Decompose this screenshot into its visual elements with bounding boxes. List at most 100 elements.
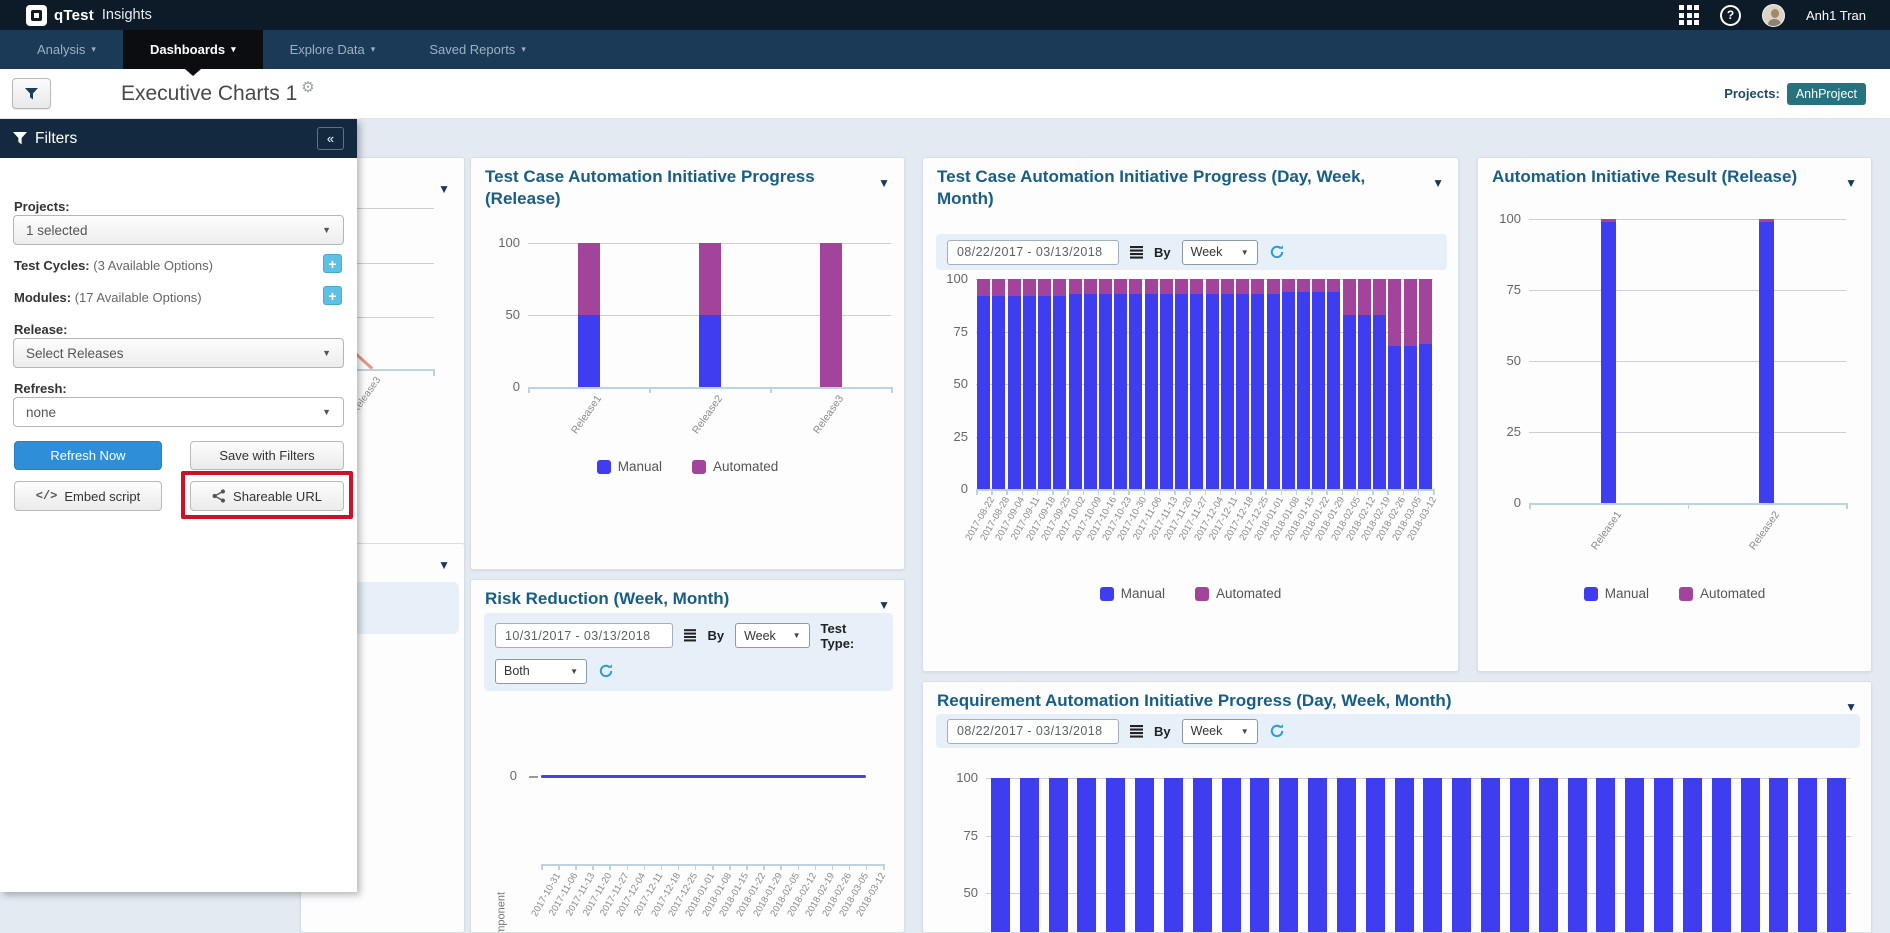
qtest-logo-icon[interactable] — [26, 4, 47, 26]
bar-segment — [1312, 279, 1326, 292]
gridline — [976, 279, 1433, 280]
bar-chart: 100 75 50 — [923, 682, 1871, 932]
panel-menu-icon[interactable]: ▼ — [878, 176, 890, 190]
x-axis-tick — [1402, 489, 1405, 495]
chart-toolbar: 10/31/2017 - 03/13/2018 By Week ▼ Test Ty… — [484, 613, 893, 691]
y-axis-tick-label: 75 — [1506, 282, 1521, 297]
bar-segment — [1038, 295, 1052, 489]
bar-segment — [1192, 778, 1212, 932]
apps-grid-icon[interactable] — [1679, 5, 1699, 25]
bar-segment — [1077, 778, 1097, 932]
bar-segment — [1190, 279, 1204, 294]
bar-segment — [1159, 279, 1173, 294]
add-test-cycles-button[interactable]: + — [323, 254, 342, 273]
bar-segment — [1220, 279, 1234, 294]
calendar-icon[interactable] — [1130, 245, 1143, 259]
embed-script-button[interactable]: </> Embed script — [14, 481, 162, 511]
date-range-input[interactable]: 10/31/2017 - 03/13/2018 — [495, 623, 673, 648]
y-axis-tick-label: 50 — [963, 885, 978, 900]
bar-segment — [1600, 219, 1616, 222]
legend-swatch-automated — [691, 459, 706, 474]
save-with-filters-button[interactable]: Save with Filters — [190, 441, 344, 470]
nav-analysis[interactable]: Analysis ▾ — [37, 42, 96, 57]
calendar-icon[interactable] — [683, 629, 697, 642]
x-axis-tick — [763, 864, 765, 870]
x-axis-tick — [1234, 489, 1237, 495]
nav-dashboards[interactable]: Dashboards ▾ — [122, 30, 263, 76]
panel-menu-icon[interactable]: ▼ — [438, 182, 450, 196]
bar-segment — [1373, 314, 1387, 489]
x-axis-tick — [1021, 489, 1024, 495]
bar-segment — [1357, 314, 1371, 489]
bar-segment — [1022, 295, 1036, 489]
user-name[interactable]: Anh1 Tran — [1806, 7, 1866, 23]
chart-legend: Manual Automated — [1478, 586, 1871, 601]
bar-chart: 100 75 50 25 0 Release1 Release2 — [1478, 158, 1871, 671]
test-type-label: Test Type: — [820, 620, 855, 651]
x-axis-line — [528, 387, 891, 389]
panel-menu-icon[interactable]: ▼ — [438, 558, 450, 572]
x-axis-tick — [865, 864, 868, 870]
refresh-icon[interactable] — [598, 663, 614, 679]
legend-swatch-manual — [596, 459, 611, 474]
x-axis-tick — [1113, 489, 1115, 495]
gear-icon[interactable]: ⚙ — [301, 78, 315, 96]
nav-saved-reports[interactable]: Saved Reports ▾ — [429, 42, 526, 57]
filter-toggle-button[interactable] — [12, 78, 51, 109]
interval-select[interactable]: Week ▼ — [1181, 718, 1258, 744]
refresh-icon[interactable] — [1269, 244, 1285, 260]
panel-menu-icon[interactable]: ▼ — [878, 598, 890, 612]
x-axis-tick — [1387, 489, 1389, 495]
bar-segment — [1740, 778, 1760, 932]
x-axis-tick — [1128, 489, 1130, 495]
legend-swatch-manual — [1099, 586, 1114, 601]
panel-menu-icon[interactable]: ▼ — [1845, 176, 1857, 190]
x-axis-tick — [991, 489, 993, 495]
date-range-input[interactable]: 08/22/2017 - 03/13/2018 — [947, 718, 1119, 744]
interval-select[interactable]: Week ▼ — [1181, 239, 1258, 265]
bar-segment — [1106, 778, 1126, 932]
bar-segment — [1220, 293, 1234, 489]
refresh-icon[interactable] — [1269, 723, 1285, 739]
nav-explore-data[interactable]: Explore Data ▾ — [289, 42, 376, 57]
bar-segment — [1114, 293, 1128, 489]
x-axis-tick — [1006, 489, 1008, 495]
x-axis-tick — [660, 864, 663, 870]
date-range-input[interactable]: 08/22/2017 - 03/13/2018 — [947, 239, 1119, 265]
filters-panel: Filters « Projects: 1 selected ▼ Test Cyc… — [0, 119, 357, 892]
release-dropdown[interactable]: Select Releases ▼ — [13, 338, 344, 368]
avatar[interactable] — [1762, 3, 1785, 27]
x-axis-tick — [712, 864, 714, 870]
refresh-now-button[interactable]: Refresh Now — [14, 441, 162, 470]
panel-menu-icon[interactable]: ▼ — [1432, 176, 1444, 190]
interval-select[interactable]: Week ▼ — [735, 623, 810, 648]
x-axis-tick — [528, 387, 530, 393]
projects-dropdown[interactable]: 1 selected ▼ — [13, 215, 344, 245]
panel-menu-icon[interactable]: ▼ — [1845, 700, 1857, 714]
chart-panel-auto-result: Automation Initiative Result (Release) ▼… — [1477, 157, 1872, 672]
bar-segment — [1236, 279, 1250, 294]
title-bar: Executive Charts 1 ⚙ Projects: AnhProjec… — [0, 69, 1890, 119]
x-axis-tick — [891, 387, 893, 393]
test-type-select[interactable]: Both ▼ — [495, 658, 587, 684]
project-badge[interactable]: AnhProject — [1786, 82, 1866, 105]
chart-panel-tc-week: Test Case Automation Initiative Progress… — [922, 157, 1459, 672]
x-axis-label: Release1 — [569, 393, 605, 437]
bar-segment — [1327, 279, 1341, 292]
chevron-down-icon: ▼ — [322, 348, 331, 358]
calendar-icon[interactable] — [1130, 724, 1143, 738]
help-icon[interactable]: ? — [1720, 4, 1741, 26]
bar-segment — [1342, 314, 1356, 489]
x-axis-tick — [1372, 489, 1374, 495]
bar-segment — [1625, 778, 1645, 932]
collapse-panel-button[interactable]: « — [317, 127, 344, 150]
bar-segment — [1452, 778, 1472, 932]
shareable-url-button[interactable]: Shareable URL — [190, 481, 344, 511]
add-modules-button[interactable]: + — [323, 286, 342, 305]
x-axis-tick — [677, 864, 680, 870]
by-label: By — [1154, 244, 1171, 260]
chart-title: Automation Initiative Result (Release) — [1492, 167, 1798, 186]
y-axis-tick-label: 75 — [953, 323, 968, 339]
x-axis-tick — [1219, 489, 1222, 495]
refresh-dropdown[interactable]: none ▼ — [13, 397, 344, 427]
